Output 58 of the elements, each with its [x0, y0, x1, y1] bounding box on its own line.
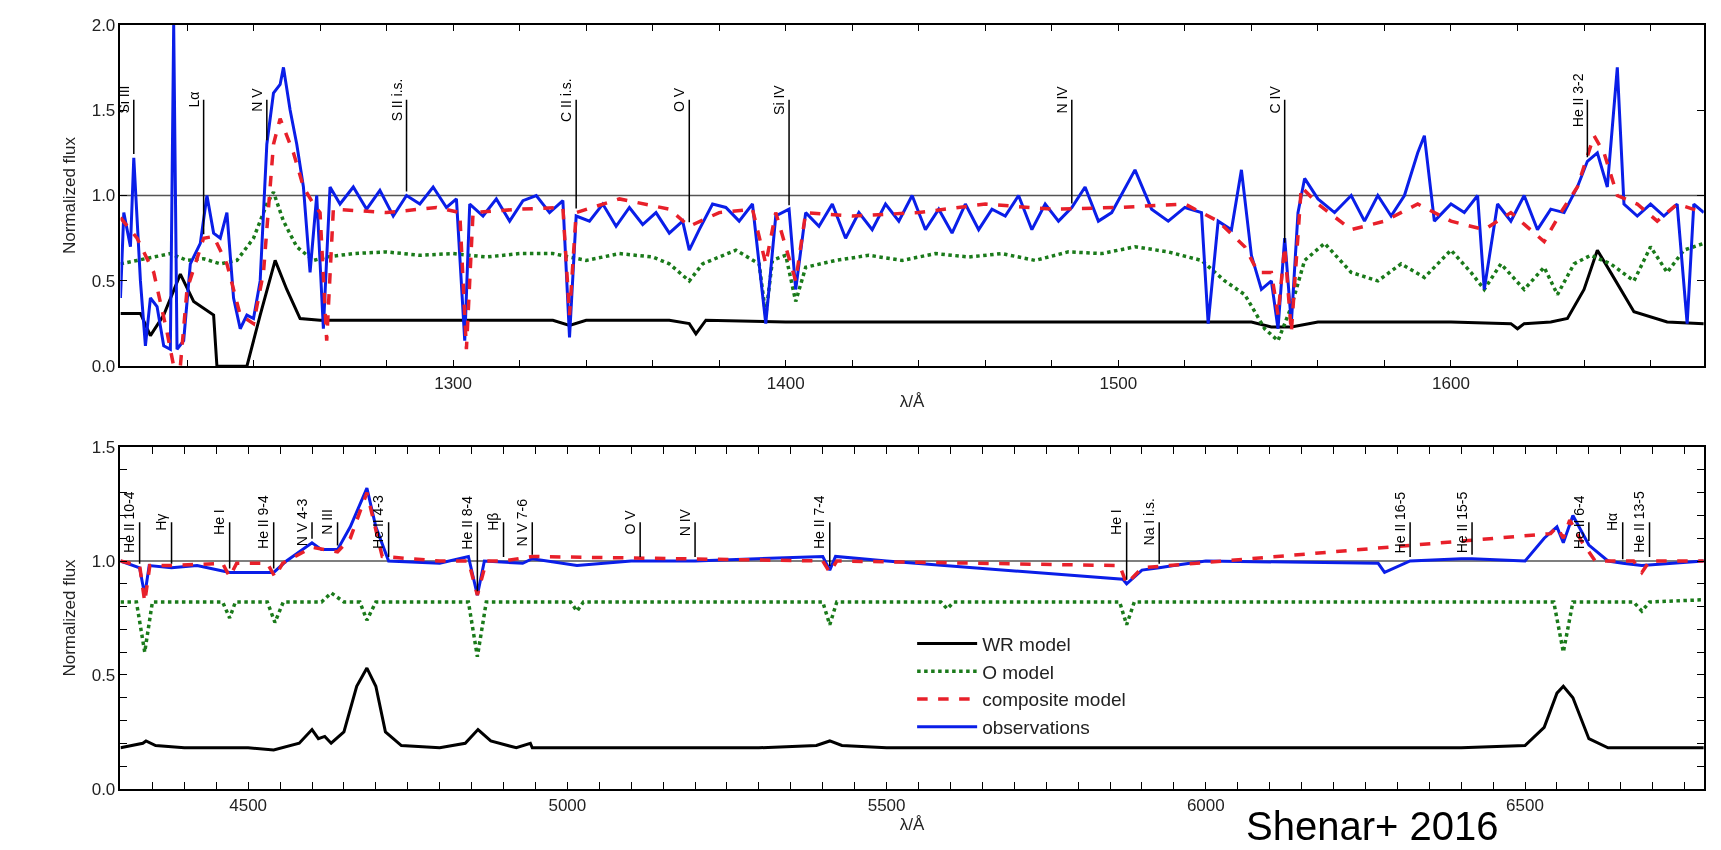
x-axis-title: λ/Å: [899, 814, 926, 834]
annotation: N V 4-3: [293, 498, 310, 547]
y-tick-label: 1.0: [91, 551, 116, 571]
annotation: Hγ: [153, 513, 170, 531]
annotation: He II 3-2: [1569, 73, 1586, 128]
line-series: [120, 591, 1704, 659]
annotation: N IV: [1053, 85, 1070, 114]
y-tick-label: 0.0: [91, 779, 116, 799]
y-tick-label: 2.0: [91, 15, 116, 35]
y-tick-label: 0.0: [91, 357, 116, 377]
annotation: Lα: [185, 91, 202, 108]
annotation: He II 10-4: [121, 491, 138, 553]
annotation: S II i.s.: [388, 78, 405, 122]
x-axis-title: λ/Å: [899, 392, 926, 412]
annotation: O V: [621, 509, 638, 535]
annotation: Na I i.s.: [1140, 498, 1157, 546]
annotation: He II 9-4: [255, 495, 272, 549]
x-tick-label: 6000: [1186, 795, 1225, 815]
x-tick-label: 1400: [766, 373, 805, 393]
y-tick-label: 1.0: [91, 186, 116, 206]
legend-label: O model: [982, 661, 1054, 683]
annotation: He II 8-4: [459, 495, 476, 550]
annotation: He II 4-3: [370, 494, 387, 549]
legend-label: observations: [982, 717, 1090, 739]
legend-label: composite model: [982, 689, 1126, 711]
y-tick-label: 0.5: [91, 271, 116, 291]
annotation: Hβ: [485, 512, 502, 531]
legend-label: WR model: [982, 634, 1071, 656]
x-tick-label: 6500: [1506, 795, 1544, 815]
annotation: C II i.s.: [558, 78, 575, 122]
annotation: Si IV: [771, 84, 788, 115]
annotation: C IV: [1266, 85, 1283, 114]
annotation: He II 6-4: [1570, 495, 1587, 550]
annotation: N III: [319, 509, 336, 535]
text: Shenar+ 2016: [1246, 804, 1499, 848]
y-axis-title: Normalized flux: [59, 558, 79, 677]
x-tick-label: 1600: [1432, 373, 1470, 393]
x-tick-label: 5000: [548, 795, 587, 815]
x-tick-label: 1300: [434, 373, 473, 393]
annotation: N IV: [676, 508, 693, 537]
x-tick-label: 1500: [1099, 373, 1138, 393]
annotation: O V: [671, 87, 688, 113]
annotation: He I: [211, 509, 228, 535]
annotation: He I: [1108, 509, 1125, 535]
line-series: [120, 190, 1704, 343]
y-tick-label: 1.5: [91, 101, 116, 121]
annotation: N V 7-6: [513, 498, 530, 547]
annotation: He II 7-4: [811, 495, 828, 550]
x-tick-label: 4500: [229, 795, 268, 815]
y-axis-title: Normalized flux: [59, 136, 79, 255]
y-tick-label: 1.5: [91, 438, 116, 458]
annotation: Hα: [1604, 512, 1621, 531]
annotation: He II 15-5: [1453, 491, 1470, 554]
annotation: He II 13-5: [1631, 491, 1648, 553]
annotation: He II 16-5: [1391, 491, 1408, 554]
y-tick-label: 0.5: [91, 665, 116, 685]
annotation: N V: [249, 87, 265, 112]
x-tick-label: 5500: [867, 795, 906, 815]
